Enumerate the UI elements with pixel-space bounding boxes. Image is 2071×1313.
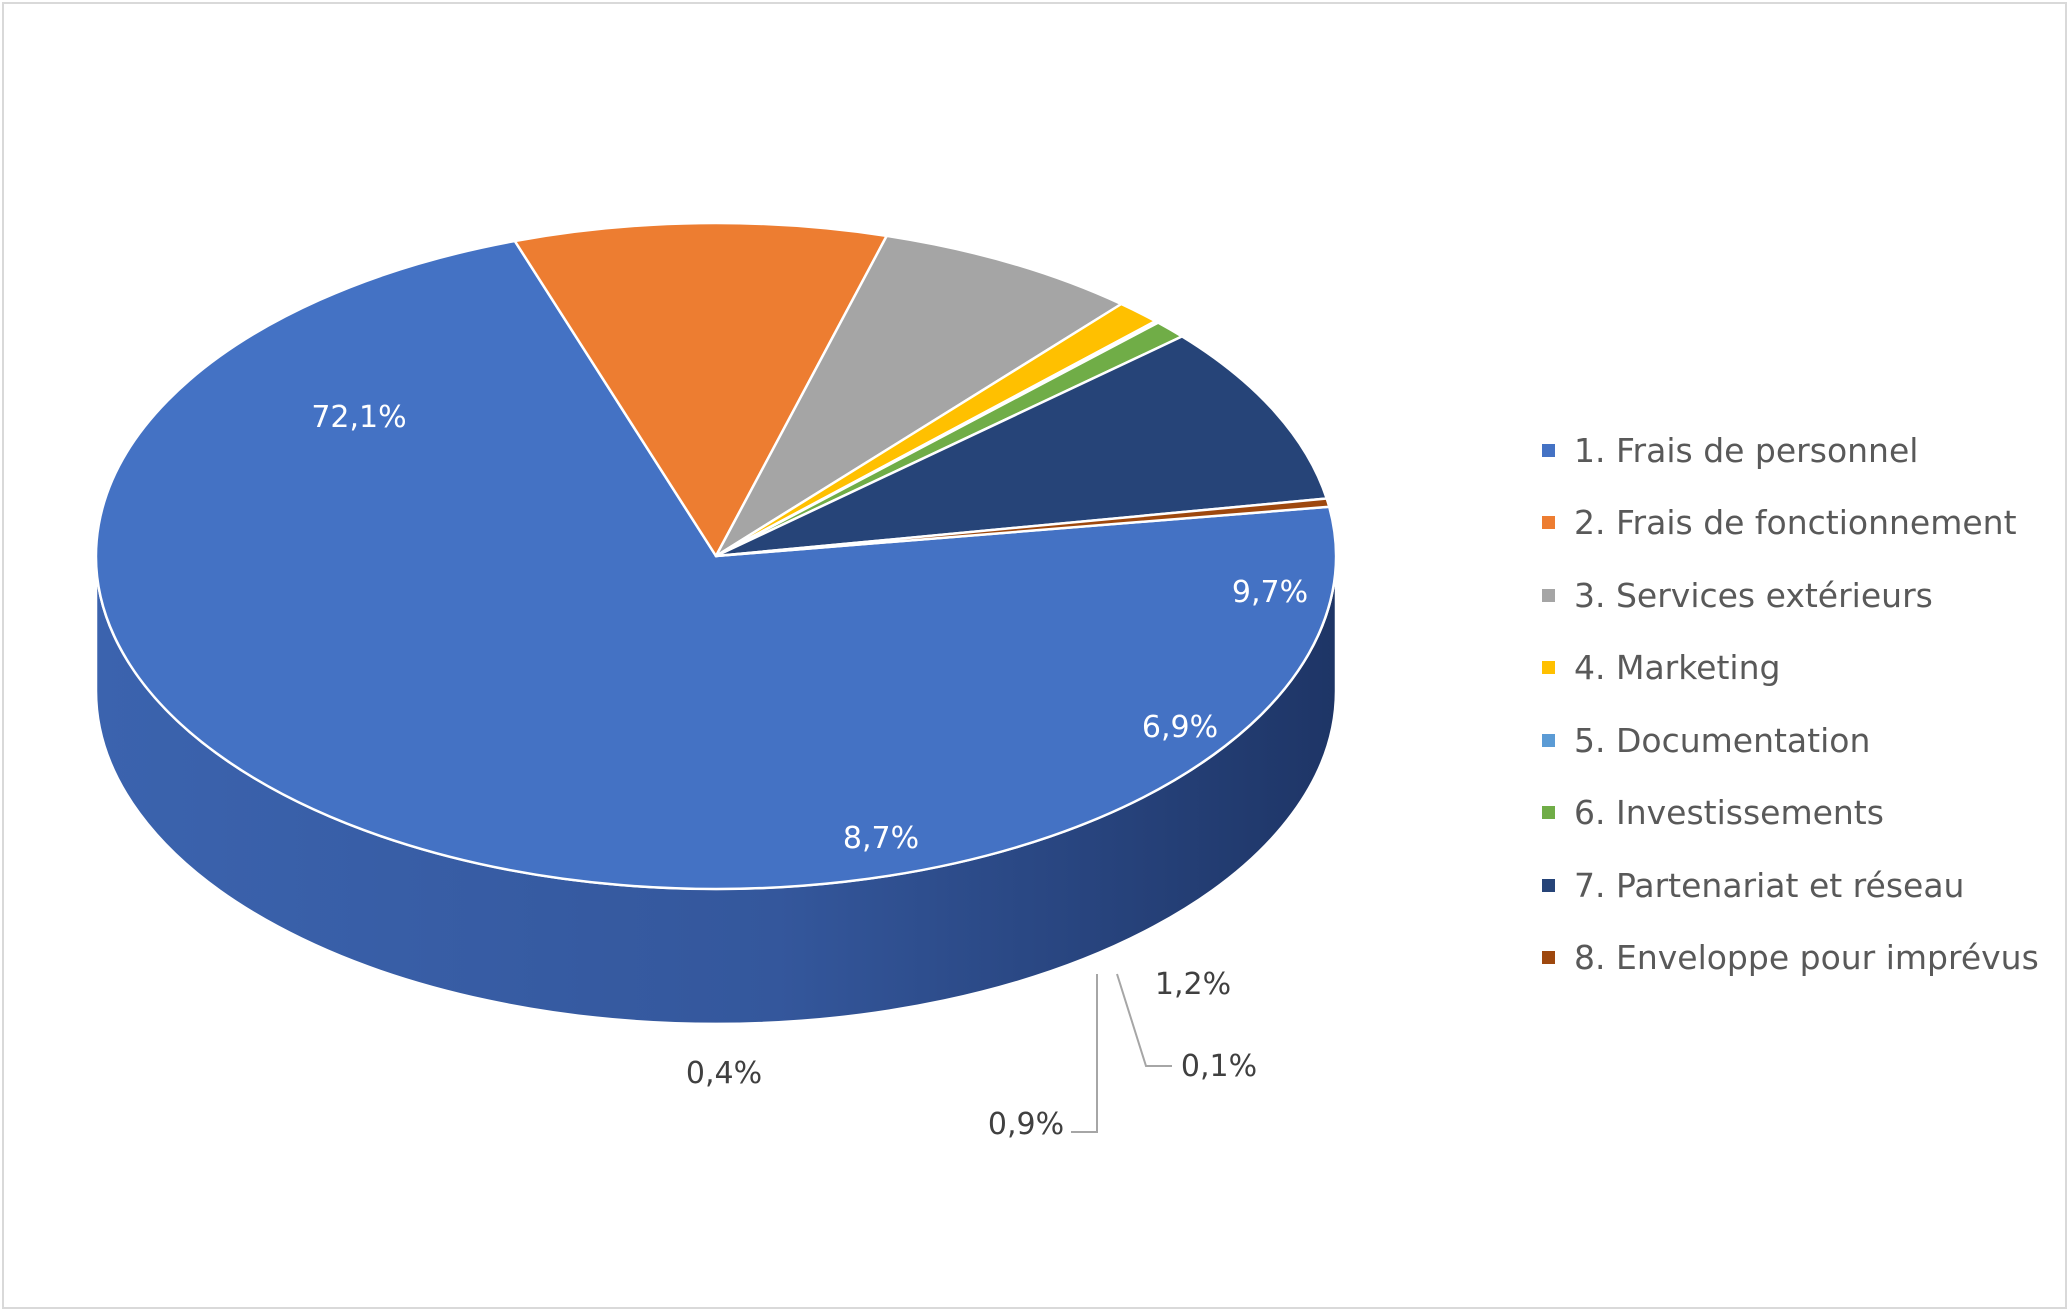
data-label-1: 72,1% — [311, 400, 406, 435]
legend-item-7: 7. Partenariat et réseau — [1542, 849, 2062, 922]
pie-slice-8 — [714, 497, 1331, 558]
legend: 1. Frais de personnel 2. Frais de fonctio… — [1542, 414, 2062, 994]
data-label-4: 1,2% — [1155, 967, 1231, 1002]
legend-label: 8. Enveloppe pour imprévus — [1574, 938, 2039, 978]
data-label-3: 6,9% — [1142, 710, 1218, 745]
legend-item-8: 8. Enveloppe pour imprévus — [1542, 922, 2062, 995]
data-label-8: 0,4% — [686, 1056, 762, 1091]
leader-line-6 — [1071, 974, 1098, 1133]
pie-slice-1 — [94, 239, 1338, 891]
legend-label: 7. Partenariat et réseau — [1574, 865, 1965, 905]
legend-swatch — [1542, 733, 1555, 747]
legend-swatch — [1542, 661, 1555, 675]
legend-swatch — [1542, 516, 1555, 530]
legend-item-4: 4. Marketing — [1542, 632, 2062, 705]
pie-slice-7 — [714, 335, 1328, 558]
legend-label: 3. Services extérieurs — [1574, 575, 1933, 615]
legend-item-5: 5. Documentation — [1542, 704, 2062, 777]
data-label-2: 9,7% — [1232, 575, 1308, 610]
legend-item-1: 1. Frais de personnel — [1542, 414, 2062, 487]
pie-chart: 72,1% 9,7% 6,9% 1,2% 0,1% 0,9% 8,7% 0,4% — [94, 221, 1338, 1142]
legend-label: 2. Frais de fonctionnement — [1574, 503, 2017, 543]
legend-item-6: 6. Investissements — [1542, 777, 2062, 850]
legend-swatch — [1542, 443, 1555, 457]
data-label-5: 0,1% — [1181, 1049, 1257, 1084]
pie-slice-3 — [714, 234, 1123, 558]
legend-item-2: 2. Frais de fonctionnement — [1542, 487, 2062, 560]
legend-label: 4. Marketing — [1574, 648, 1781, 688]
legend-swatch — [1542, 951, 1555, 965]
data-label-7: 8,7% — [843, 821, 919, 856]
legend-swatch — [1542, 588, 1555, 602]
legend-item-3: 3. Services extérieurs — [1542, 559, 2062, 632]
data-label-6: 0,9% — [988, 1107, 1064, 1142]
legend-label: 5. Documentation — [1574, 720, 1871, 760]
legend-swatch — [1542, 806, 1555, 820]
legend-label: 1. Frais de personnel — [1574, 430, 1919, 470]
leader-line-5 — [1116, 973, 1172, 1067]
legend-swatch — [1542, 878, 1555, 892]
legend-label: 6. Investissements — [1574, 793, 1884, 833]
pie-slice-2 — [513, 221, 888, 558]
